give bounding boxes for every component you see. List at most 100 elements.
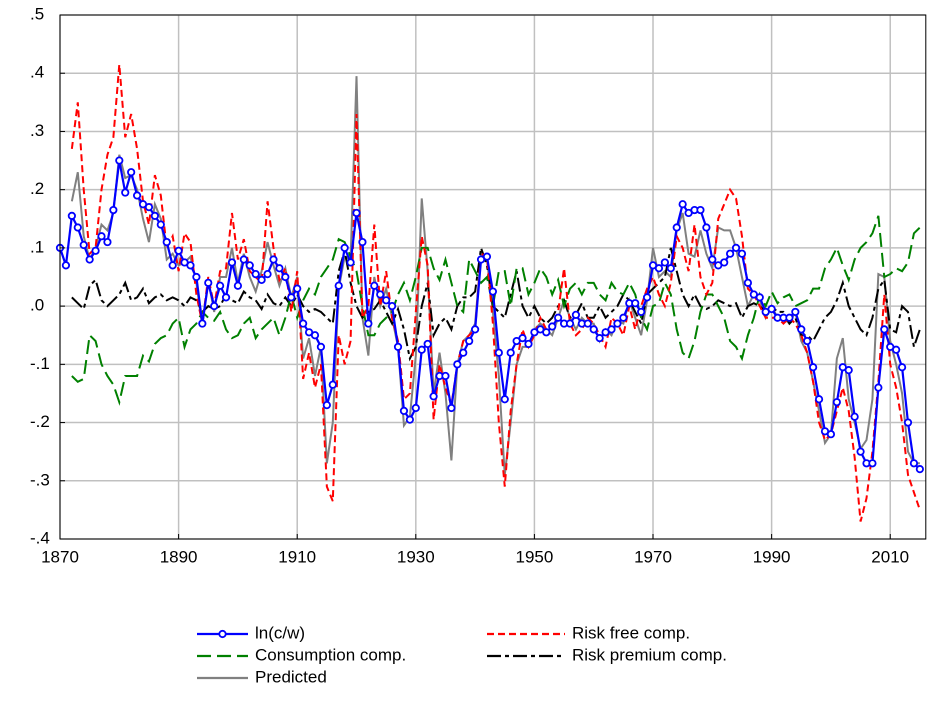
point-marker	[583, 319, 592, 328]
point-marker	[903, 418, 913, 427]
point-marker	[387, 302, 397, 311]
legend-marker	[218, 629, 227, 639]
point-marker	[156, 220, 165, 229]
axes: -.4 -.3 -.2 -.1 .0 .1 .2 .3 .4 .5 1870 1890 1910 1930…	[30, 4, 927, 566]
point-marker	[850, 412, 859, 421]
point-marker	[607, 325, 616, 334]
point-marker	[447, 403, 456, 413]
point-marker	[844, 366, 853, 375]
point-marker	[109, 205, 118, 215]
point-marker	[144, 203, 154, 212]
point-marker	[210, 302, 219, 311]
point-marker	[358, 237, 367, 247]
point-marker	[340, 243, 349, 252]
point-marker	[631, 299, 640, 308]
point-marker	[85, 255, 94, 264]
point-marker	[162, 237, 171, 247]
point-marker	[892, 345, 901, 354]
point-marker	[868, 459, 877, 468]
point-marker	[702, 223, 711, 232]
point-marker	[791, 307, 800, 317]
point-marker	[115, 156, 124, 165]
point-marker	[245, 261, 254, 270]
point-marker	[121, 188, 130, 197]
grid	[59, 14, 926, 540]
x-tick-label: 1930	[397, 547, 435, 566]
point-marker	[269, 255, 278, 264]
x-tick-label: 1990	[753, 547, 791, 566]
y-tick-label: -.1	[30, 354, 50, 373]
plot-frame	[59, 14, 927, 540]
point-marker	[198, 319, 207, 328]
y-tick-label: .1	[30, 237, 44, 256]
point-marker	[595, 334, 604, 343]
point-marker	[399, 406, 409, 416]
point-marker	[103, 237, 112, 247]
point-marker	[874, 383, 883, 392]
legend-label: ln(c/w)	[255, 623, 305, 642]
legend-label: Consumption comp.	[255, 645, 406, 664]
point-marker	[127, 168, 136, 177]
point-marker	[542, 328, 551, 337]
point-marker	[299, 319, 308, 328]
point-marker	[755, 293, 764, 302]
point-marker	[619, 313, 628, 322]
point-marker	[73, 223, 82, 232]
legend: ln(c/w) Risk free comp. Consumption comp. R…	[197, 623, 727, 686]
point-marker	[310, 331, 320, 340]
point-marker	[263, 269, 272, 279]
x-tick-label: 1970	[634, 547, 672, 566]
point-marker	[506, 348, 515, 357]
y-tick-label: .3	[30, 121, 44, 140]
point-marker	[797, 325, 806, 334]
x-tick-label: 2010	[871, 547, 909, 566]
point-marker	[192, 272, 201, 282]
point-marker	[91, 246, 100, 255]
point-marker	[453, 360, 462, 369]
point-marker	[67, 211, 76, 220]
point-marker	[814, 395, 824, 404]
point-marker	[287, 293, 296, 302]
plot	[55, 64, 924, 522]
point-marker	[803, 336, 812, 346]
point-marker	[494, 348, 503, 357]
point-marker	[61, 261, 71, 270]
point-marker	[275, 264, 284, 273]
point-marker	[554, 313, 563, 322]
point-marker	[832, 398, 841, 407]
point-marker	[186, 261, 195, 270]
point-marker	[227, 258, 237, 267]
point-marker	[168, 261, 177, 270]
point-marker	[666, 264, 675, 273]
x-tick-label: 1870	[41, 547, 79, 566]
point-marker	[221, 293, 231, 302]
point-marker	[322, 400, 331, 410]
point-marker	[897, 363, 907, 372]
x-tick-label: 1910	[278, 547, 316, 566]
point-marker	[346, 258, 355, 267]
point-marker	[613, 319, 622, 328]
point-marker	[767, 304, 776, 314]
y-tick-label: -.4	[30, 528, 50, 547]
point-marker	[524, 339, 533, 349]
point-marker	[441, 371, 450, 381]
point-marker	[826, 430, 836, 439]
point-marker	[352, 208, 361, 218]
point-marker	[696, 205, 705, 215]
point-marker	[731, 243, 741, 252]
legend-label: Risk premium comp.	[572, 645, 727, 664]
point-marker	[856, 447, 865, 456]
point-marker	[251, 269, 260, 279]
point-marker	[334, 281, 343, 290]
point-marker	[654, 264, 664, 273]
legend-label: Risk free comp.	[572, 623, 690, 642]
point-marker	[316, 342, 326, 351]
point-marker	[429, 392, 438, 401]
series-line	[71, 215, 921, 406]
y-tick-label: .4	[30, 63, 44, 82]
y-tick-label: -.3	[30, 470, 50, 489]
point-marker	[743, 278, 752, 287]
point-marker	[393, 342, 403, 351]
point-marker	[589, 325, 598, 334]
point-marker	[660, 258, 669, 267]
